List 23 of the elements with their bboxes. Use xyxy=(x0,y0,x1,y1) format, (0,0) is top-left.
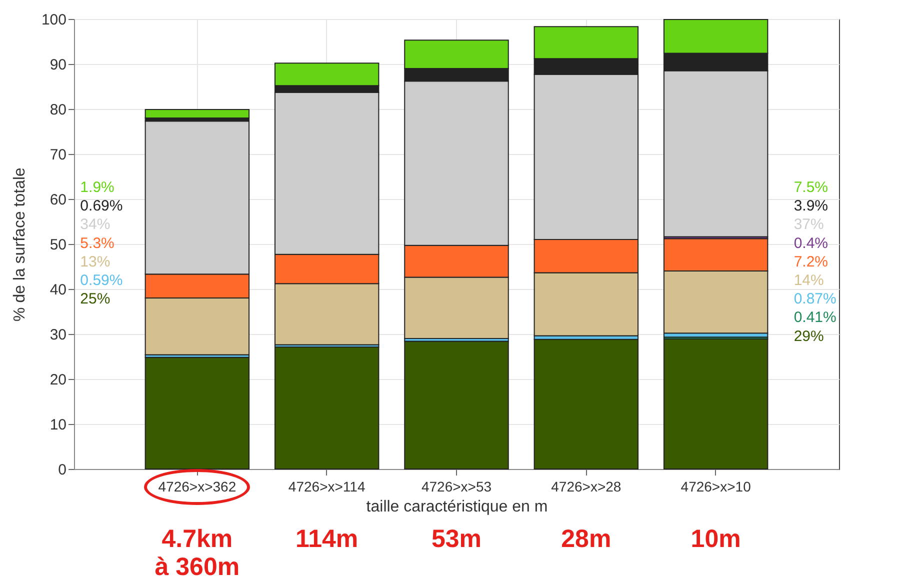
y-tick-label: 40 xyxy=(50,282,66,298)
text: 53m xyxy=(431,525,482,553)
x-tick-label: 4726>x>53 xyxy=(421,478,492,494)
x-tick-label: 4726>x>10 xyxy=(680,478,752,494)
y-tick-label: 30 xyxy=(50,326,66,344)
x-tick-label: 4726>x>28 xyxy=(551,478,622,494)
y-tick-label: 90 xyxy=(50,56,66,74)
y-tick-label: 70 xyxy=(50,146,66,164)
x-axis-title: taille caractéristique en m xyxy=(366,498,548,516)
y-tick-label: 50 xyxy=(50,236,66,254)
text: 10m xyxy=(690,525,741,553)
text: 114m xyxy=(296,525,358,553)
y-tick-label: 0 xyxy=(58,462,66,478)
y-tick-label: 20 xyxy=(50,372,66,388)
x-tick-label: 4726>x>362 xyxy=(158,478,236,494)
y-tick-label: 60 xyxy=(50,192,66,208)
y-tick-label: 100 xyxy=(41,12,66,28)
y-axis-title: % de la surface totale xyxy=(11,167,28,322)
y-tick-label: 10 xyxy=(50,416,66,434)
y-tick-label: 80 xyxy=(50,102,66,118)
x-tick-label: 4726>x>114 xyxy=(288,478,366,494)
text: 4.7km à 360m xyxy=(154,525,240,581)
text: 28m xyxy=(561,525,612,553)
